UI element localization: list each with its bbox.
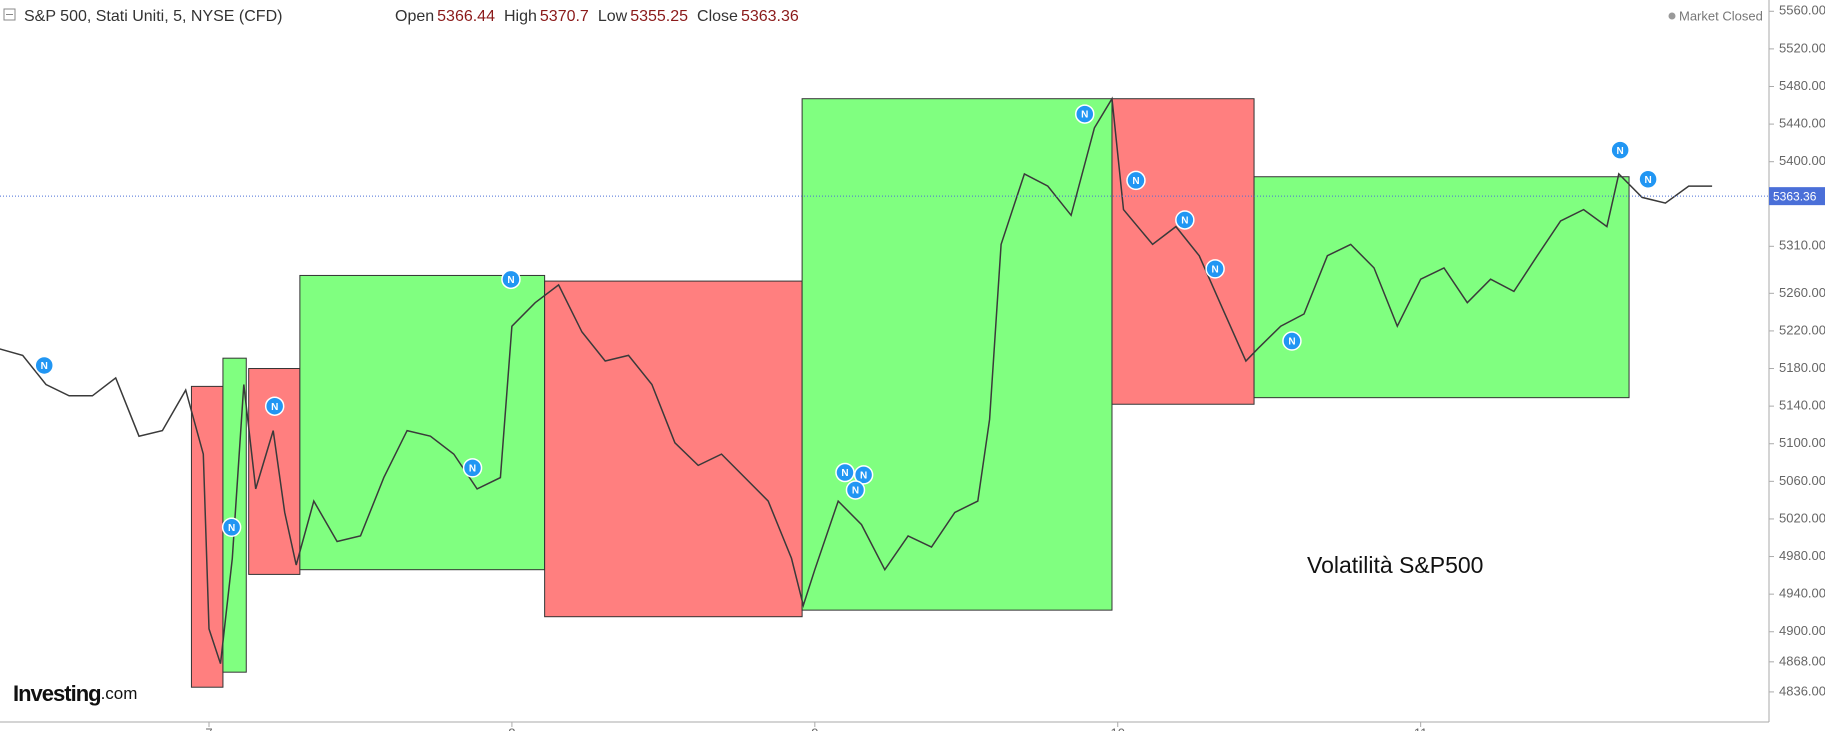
news-marker — [835, 462, 855, 483]
x-tick-label: 10 — [1111, 725, 1125, 731]
y-tick-label: 4980.00 — [1779, 548, 1825, 563]
news-marker — [264, 396, 285, 416]
news-marker-label: N — [1211, 265, 1218, 276]
volatility-zone — [299, 274, 546, 571]
news-marker-label: N — [469, 464, 476, 475]
news-marker-label: N — [852, 486, 859, 497]
x-tick-label: 8 — [508, 725, 515, 731]
price-line — [0, 96, 1713, 664]
news-marker-label: N — [507, 275, 514, 286]
ohlc-value: 5370.7 — [540, 8, 589, 25]
market-status: Market Closed — [1679, 8, 1763, 23]
volatility-zone — [1253, 176, 1630, 399]
y-tick-label: 5260.00 — [1779, 285, 1825, 300]
y-tick-label: 4836.00 — [1779, 683, 1825, 698]
news-marker-label: N — [1644, 175, 1651, 186]
news-marker — [501, 269, 521, 290]
plot-area — [0, 96, 1713, 688]
x-tick-label: 9 — [811, 725, 818, 731]
ohlc-value: 5355.25 — [630, 8, 688, 25]
news-marker-label: N — [841, 468, 848, 479]
ohlc-legend: Open 5366.44 High 5370.7 Low 5355.25 Close 5363… — [395, 8, 799, 25]
x-tick-label: 11 — [1414, 725, 1428, 731]
news-marker — [462, 458, 483, 478]
news-marker — [845, 480, 866, 500]
news-marker — [34, 355, 54, 376]
x-tick-label: 7 — [205, 725, 212, 731]
y-tick-label: 4900.00 — [1779, 623, 1825, 638]
y-tick-label: 4940.00 — [1779, 586, 1825, 601]
news-marker-label: N — [860, 471, 867, 482]
ohlc-label: Open — [395, 8, 434, 25]
news-marker — [221, 517, 242, 537]
news-marker-label: N — [271, 402, 278, 413]
logo-name: Investing — [13, 681, 101, 706]
y-tick-label: 5220.00 — [1779, 322, 1825, 337]
news-marker-label: N — [1181, 216, 1188, 227]
y-tick-label: 4868.00 — [1779, 653, 1825, 668]
y-tick-label: 5100.00 — [1779, 435, 1825, 450]
volatility-zone — [190, 385, 224, 688]
y-tick-label: 5480.00 — [1779, 78, 1825, 93]
annotation: Volatilità S&P500 — [1307, 552, 1483, 578]
y-tick-label: 5440.00 — [1779, 116, 1825, 131]
y-tick-label: 5560.00 — [1779, 3, 1825, 18]
ohlc-label: Low — [598, 8, 628, 25]
ohlc-label: Close — [697, 8, 738, 25]
news-marker-label: N — [1081, 110, 1088, 121]
news-marker — [1205, 259, 1225, 279]
news-marker-label: N — [1617, 146, 1624, 157]
news-marker-label: N — [1132, 176, 1139, 187]
price-tag-label: 5363.36 — [1773, 189, 1817, 203]
y-tick-label: 5180.00 — [1779, 360, 1825, 375]
y-tick-label: 5020.00 — [1779, 510, 1825, 525]
y-tick-label: 5310.00 — [1779, 238, 1825, 253]
ohlc-label: High — [504, 8, 537, 25]
news-marker — [1126, 170, 1146, 191]
news-marker-label: N — [1288, 337, 1295, 348]
volatility-zone — [544, 280, 803, 618]
news-marker-label: N — [41, 361, 48, 372]
news-marker — [1610, 140, 1630, 160]
news-marker — [1175, 210, 1195, 230]
news-marker-label: N — [228, 523, 235, 534]
y-tick-label: 5400.00 — [1779, 153, 1825, 168]
chart-title: S&P 500, Stati Uniti, 5, NYSE (CFD) — [24, 8, 282, 25]
logo-suffix: .com — [101, 684, 138, 703]
y-tick-label: 5140.00 — [1779, 398, 1825, 413]
y-tick-label: 5520.00 — [1779, 40, 1825, 55]
volatility-zone — [801, 98, 1113, 611]
logo: Investing.com — [13, 681, 137, 706]
status-dot — [1668, 12, 1676, 20]
ohlc-value: 5363.36 — [741, 8, 799, 25]
news-marker — [853, 465, 874, 485]
news-marker — [1075, 104, 1095, 124]
volatility-zone — [1111, 98, 1255, 405]
ohlc-value: 5366.44 — [437, 8, 495, 25]
news-marker — [1282, 331, 1302, 351]
news-marker — [1638, 169, 1658, 189]
y-tick-label: 5060.00 — [1779, 473, 1825, 488]
collapse-icon[interactable] — [3, 8, 16, 21]
price-tag — [1769, 187, 1825, 206]
